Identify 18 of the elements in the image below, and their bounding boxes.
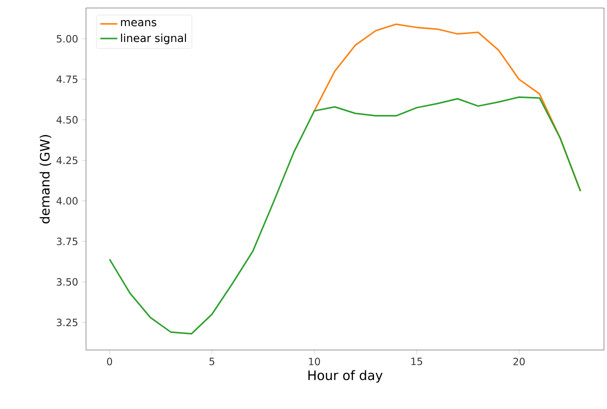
y-tick-label: 4.25: [56, 156, 78, 164]
y-tick-label: 5.00: [56, 35, 78, 43]
legend-label: means: [121, 20, 156, 26]
x-axis-title: Hour of day: [308, 370, 382, 383]
y-tick-label: 4.00: [56, 197, 78, 205]
x-tick-label: 5: [210, 358, 214, 366]
x-tick-label: 10: [309, 358, 320, 366]
x-tick-label: 0: [107, 358, 112, 366]
x-tick-label: 15: [411, 358, 422, 366]
y-tick-label: 4.50: [56, 116, 78, 124]
y-tick-label: 4.75: [56, 76, 78, 84]
y-axis-title: demand (GW): [40, 135, 52, 224]
y-tick-label: 3.50: [56, 278, 78, 286]
y-tick-label: 3.25: [56, 318, 78, 326]
legend-label: linear signal: [121, 34, 186, 44]
x-tick-label: 20: [513, 358, 525, 366]
line-series: [108, 96, 582, 335]
y-tick-label: 3.75: [56, 238, 78, 246]
